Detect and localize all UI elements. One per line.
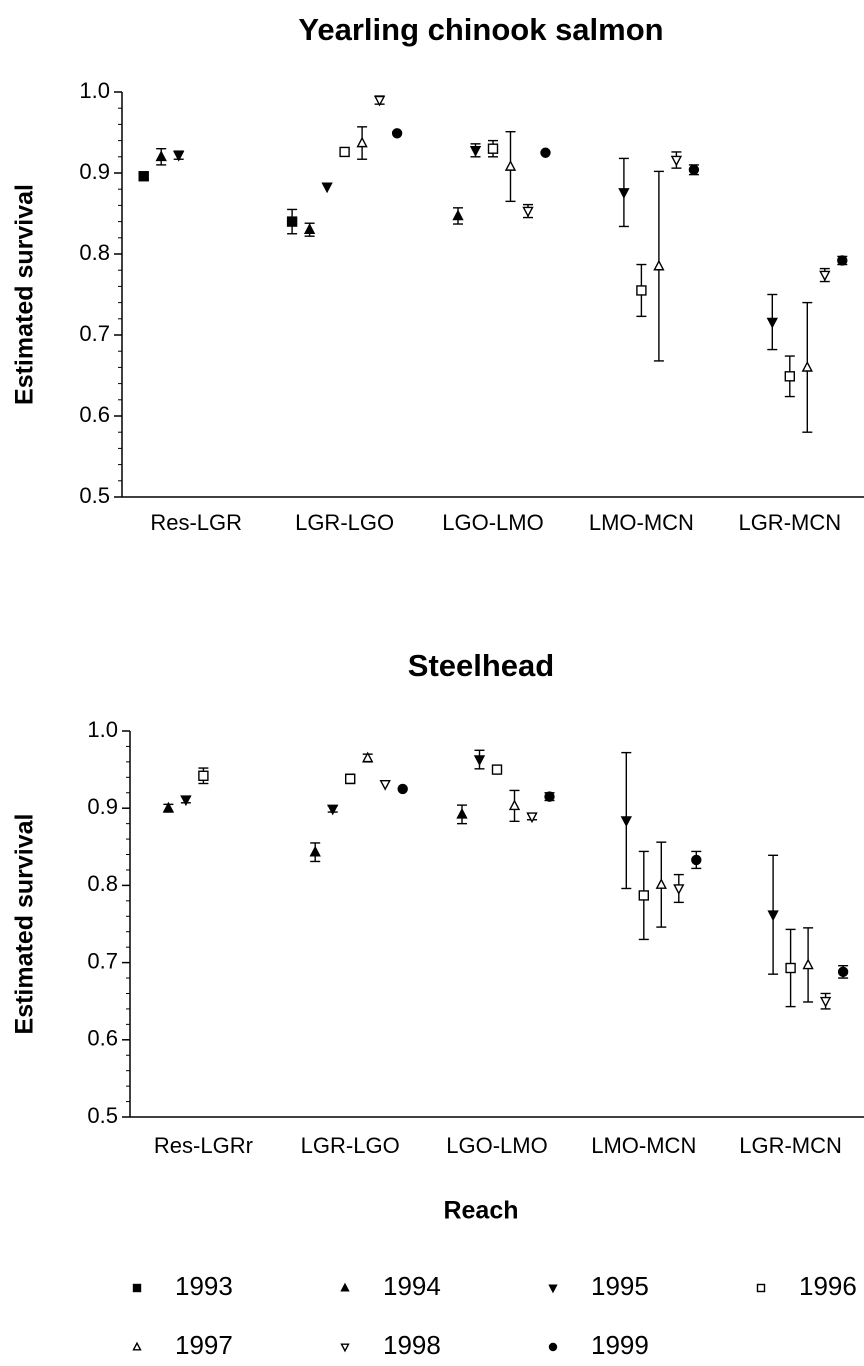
marker (526, 812, 538, 824)
marker (784, 371, 795, 382)
marker (802, 958, 814, 970)
marker (837, 255, 848, 266)
marker (540, 147, 551, 158)
marker (653, 259, 665, 271)
y-tick-label: 0.6 (87, 1026, 118, 1051)
marker (688, 164, 700, 175)
marker (345, 773, 356, 785)
y-tick-label: 1.0 (87, 717, 118, 742)
legend-marker (132, 1341, 142, 1351)
chart-title: Steelhead (408, 648, 554, 683)
marker (452, 209, 464, 221)
y-tick-label: 0.8 (79, 240, 110, 265)
marker (286, 216, 298, 227)
marker (339, 146, 350, 158)
x-tick-label: Res-LGRr (154, 1133, 253, 1158)
y-axis-label: Estimated survival (11, 814, 39, 1035)
marker (522, 206, 534, 218)
marker (321, 182, 333, 194)
marker (173, 150, 185, 162)
marker (356, 136, 368, 148)
marker (785, 962, 796, 974)
marker (469, 146, 482, 157)
legend-label: 1997 (175, 1330, 233, 1360)
marker (691, 854, 702, 866)
legend-label: 1999 (591, 1330, 649, 1360)
legend-label: 1996 (799, 1271, 857, 1301)
x-tick-label: LGR-LGO (295, 510, 394, 535)
marker (309, 845, 321, 857)
marker (303, 223, 316, 234)
x-tick-label: LGR-MCN (739, 1133, 842, 1158)
legend-marker (548, 1342, 558, 1352)
marker (180, 795, 192, 807)
marker (766, 317, 778, 329)
marker (162, 801, 175, 813)
legend-label: 1993 (175, 1271, 233, 1301)
y-tick-label: 0.7 (87, 948, 118, 973)
marker (362, 751, 374, 763)
marker (198, 770, 209, 781)
marker (670, 155, 683, 167)
chart-title: Yearling chinook salmon (298, 12, 663, 47)
marker (508, 799, 521, 811)
marker (819, 996, 832, 1008)
marker (620, 816, 632, 828)
legend-marker (132, 1283, 142, 1293)
y-tick-label: 0.8 (87, 871, 118, 896)
marker (673, 884, 685, 895)
marker (138, 171, 149, 182)
y-tick-label: 0.7 (79, 321, 110, 346)
legend-label: 1998 (383, 1330, 441, 1360)
legend-label: 1995 (591, 1271, 649, 1301)
x-tick-label: Res-LGR (150, 510, 242, 535)
y-tick-label: 1.0 (79, 78, 110, 103)
marker (373, 95, 386, 107)
marker (491, 764, 503, 775)
x-tick-label: LGR-LGO (301, 1133, 400, 1158)
y-tick-label: 0.6 (79, 402, 110, 427)
marker (767, 910, 779, 922)
marker (819, 270, 831, 282)
marker (327, 804, 339, 816)
marker (837, 966, 849, 978)
marker (618, 188, 630, 199)
legend-marker (756, 1283, 766, 1293)
legend-marker (340, 1282, 350, 1292)
marker (473, 755, 486, 767)
marker (638, 890, 649, 901)
x-tick-label: LMO-MCN (589, 510, 694, 535)
marker (487, 143, 499, 154)
marker (391, 128, 403, 139)
legend-marker (548, 1284, 558, 1294)
y-tick-label: 0.5 (79, 483, 110, 508)
marker (636, 285, 647, 296)
marker (155, 150, 167, 162)
marker (504, 160, 517, 171)
marker (801, 360, 813, 372)
y-tick-label: 0.9 (87, 794, 118, 819)
x-axis-label: Reach (443, 1197, 518, 1225)
y-axis-label: Estimated survival (11, 184, 39, 405)
legend-label: 1994 (383, 1271, 441, 1301)
x-tick-label: LGO-LMO (442, 510, 543, 535)
x-tick-label: LGR-MCN (738, 510, 841, 535)
marker (379, 779, 391, 791)
marker (544, 791, 555, 802)
x-tick-label: LMO-MCN (591, 1133, 696, 1158)
marker (655, 878, 667, 889)
legend-marker (340, 1343, 350, 1353)
y-tick-label: 0.5 (87, 1103, 118, 1128)
y-tick-label: 0.9 (79, 159, 110, 184)
marker (456, 807, 468, 819)
marker (397, 783, 408, 795)
x-tick-label: LGO-LMO (446, 1133, 547, 1158)
